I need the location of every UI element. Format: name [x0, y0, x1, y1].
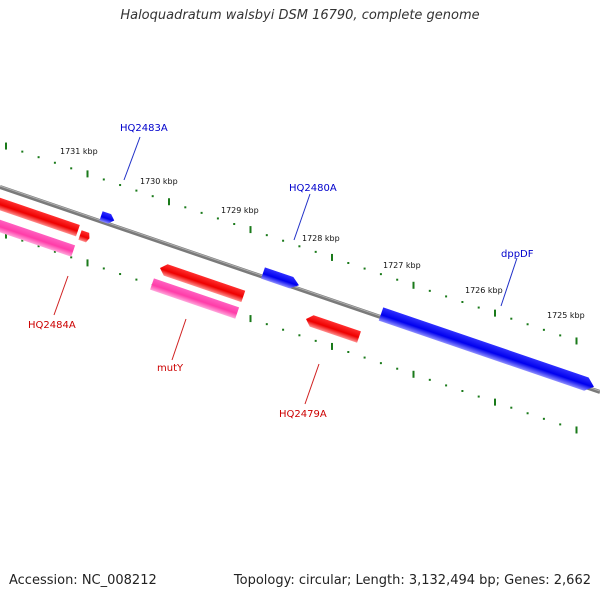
gene-arrow-hq2479a[interactable] [304, 313, 361, 343]
scale-label: 1726 kbp [465, 286, 503, 295]
gene-label-hq2480a[interactable]: HQ2480A [289, 183, 337, 194]
gene-arrow-red-left-1[interactable] [0, 194, 80, 237]
scale-label: 1728 kbp [302, 234, 340, 243]
gene-arrow-hq2483a[interactable] [99, 211, 115, 225]
leader-line-hq2480a [293, 193, 311, 241]
gene-arrow-hq2484a[interactable] [0, 216, 76, 257]
gene-arrow-dppdf[interactable] [378, 307, 596, 393]
leader-line-hq2483a [123, 136, 141, 181]
reverse-tick-row [5, 231, 578, 434]
gene-label-hq2479a[interactable]: HQ2479A [279, 409, 327, 420]
gene-arrow-muty[interactable] [150, 278, 240, 319]
gene-label-dppdf[interactable]: dppDF [501, 249, 534, 260]
scale-label: 1729 kbp [221, 206, 259, 215]
gene-label-hq2483a[interactable]: HQ2483A [120, 123, 168, 134]
gene-arrow-red-mid[interactable] [158, 262, 246, 303]
forward-tick-row [5, 142, 578, 345]
genome-summary-text: Topology: circular; Length: 3,132,494 bp… [233, 573, 591, 588]
gene-arrow-hq2480a[interactable] [261, 267, 301, 291]
gene-arrow-red-left-2[interactable] [78, 230, 91, 243]
scale-label: 1725 kbp [547, 311, 585, 320]
scale-label: 1727 kbp [383, 261, 421, 270]
gene-label-muty[interactable]: mutY [157, 363, 184, 374]
scale-label: 1730 kbp [140, 177, 178, 186]
leader-line-muty [171, 318, 187, 361]
leader-line-hq2484a [53, 275, 69, 316]
accession-text: Accession: NC_008212 [9, 573, 157, 588]
scale-label: 1731 kbp [60, 147, 98, 156]
leader-line-dppdf [500, 257, 518, 307]
gene-label-hq2484a[interactable]: HQ2484A [28, 320, 76, 331]
map-title: Haloquadratum walsbyi DSM 16790, complet… [120, 8, 480, 23]
leader-line-hq2479a [304, 363, 320, 405]
